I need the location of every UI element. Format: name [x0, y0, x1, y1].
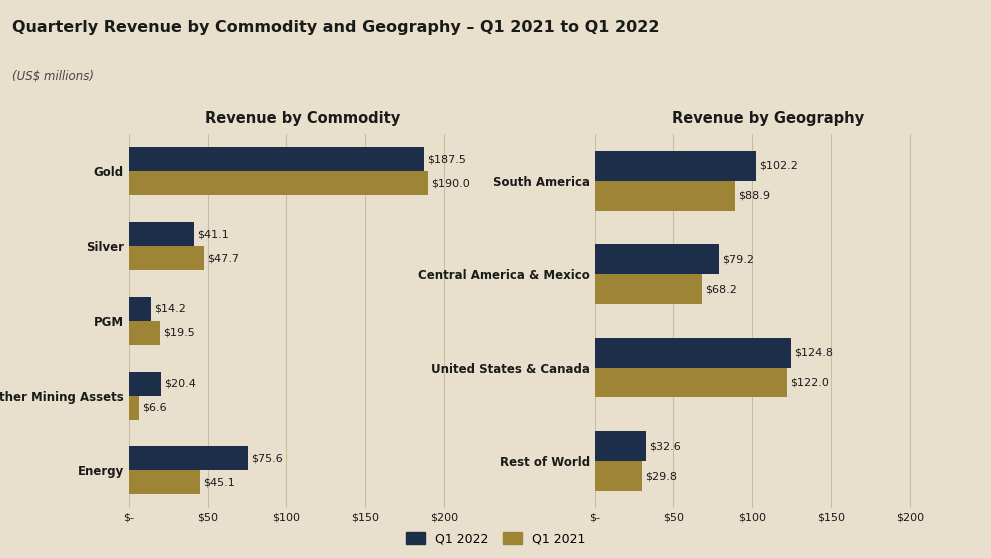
- Text: $190.0: $190.0: [431, 178, 471, 188]
- Text: $102.2: $102.2: [759, 161, 798, 171]
- Bar: [129, 470, 200, 494]
- Title: Revenue by Geography: Revenue by Geography: [672, 111, 864, 126]
- Bar: [595, 151, 756, 181]
- Bar: [595, 244, 719, 274]
- Text: $29.8: $29.8: [645, 471, 677, 481]
- Text: $88.9: $88.9: [738, 191, 770, 201]
- Text: $75.6: $75.6: [251, 454, 282, 464]
- Legend: Q1 2022, Q1 2021: Q1 2022, Q1 2021: [402, 528, 589, 549]
- Bar: [129, 297, 152, 321]
- Bar: [595, 431, 646, 461]
- Text: $187.5: $187.5: [427, 155, 467, 165]
- Text: $14.2: $14.2: [155, 304, 186, 314]
- Bar: [129, 222, 193, 246]
- Bar: [129, 396, 139, 420]
- Text: $20.4: $20.4: [165, 379, 196, 389]
- Text: $124.8: $124.8: [795, 348, 833, 358]
- Bar: [129, 246, 204, 270]
- Text: $122.0: $122.0: [790, 378, 829, 388]
- Title: Revenue by Commodity: Revenue by Commodity: [204, 111, 400, 126]
- Text: Quarterly Revenue by Commodity and Geography – Q1 2021 to Q1 2022: Quarterly Revenue by Commodity and Geogr…: [12, 20, 659, 35]
- Text: $68.2: $68.2: [706, 284, 737, 294]
- Bar: [129, 321, 160, 345]
- Text: $79.2: $79.2: [722, 254, 754, 264]
- Bar: [129, 446, 248, 470]
- Text: $45.1: $45.1: [203, 477, 235, 487]
- Bar: [595, 368, 787, 397]
- Bar: [129, 171, 428, 195]
- Bar: [595, 461, 641, 491]
- Bar: [595, 181, 734, 210]
- Text: $6.6: $6.6: [143, 402, 167, 412]
- Bar: [595, 338, 792, 368]
- Text: $47.7: $47.7: [207, 253, 239, 263]
- Text: $41.1: $41.1: [197, 229, 229, 239]
- Bar: [129, 147, 424, 171]
- Text: $19.5: $19.5: [163, 328, 194, 338]
- Bar: [595, 274, 702, 304]
- Text: $32.6: $32.6: [649, 441, 681, 451]
- Bar: [129, 372, 161, 396]
- Text: (US$ millions): (US$ millions): [12, 70, 94, 83]
